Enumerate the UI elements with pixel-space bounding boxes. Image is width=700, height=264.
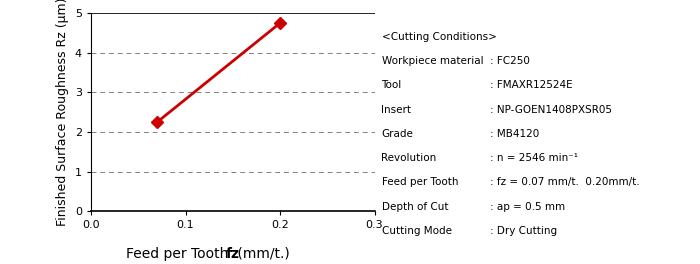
Text: Insert: Insert xyxy=(382,105,412,115)
Text: : NP-GOEN1408PXSR05: : NP-GOEN1408PXSR05 xyxy=(490,105,612,115)
Text: Feed per Tooth: Feed per Tooth xyxy=(126,247,232,261)
Text: : MB4120: : MB4120 xyxy=(490,129,539,139)
Text: : ap = 0.5 mm: : ap = 0.5 mm xyxy=(490,202,565,212)
Text: Tool: Tool xyxy=(382,80,402,90)
Text: : Dry Cutting: : Dry Cutting xyxy=(490,226,557,236)
Text: (mm/t.): (mm/t.) xyxy=(232,247,290,261)
Text: : fz = 0.07 mm/t.  0.20mm/t.: : fz = 0.07 mm/t. 0.20mm/t. xyxy=(490,177,640,187)
Text: Depth of Cut: Depth of Cut xyxy=(382,202,448,212)
Text: Revolution: Revolution xyxy=(382,153,437,163)
Text: fz: fz xyxy=(225,247,239,261)
Text: Cutting Mode: Cutting Mode xyxy=(382,226,452,236)
Text: Grade: Grade xyxy=(382,129,414,139)
Text: : FMAXR12524E: : FMAXR12524E xyxy=(490,80,573,90)
Text: Feed per Tooth: Feed per Tooth xyxy=(382,177,458,187)
Text: : FC250: : FC250 xyxy=(490,56,530,66)
Text: : n = 2546 min⁻¹: : n = 2546 min⁻¹ xyxy=(490,153,578,163)
Y-axis label: Finished Surface Roughness Rz (μm): Finished Surface Roughness Rz (μm) xyxy=(56,0,69,227)
Text: Workpiece material: Workpiece material xyxy=(382,56,483,66)
Text: <Cutting Conditions>: <Cutting Conditions> xyxy=(382,32,496,42)
